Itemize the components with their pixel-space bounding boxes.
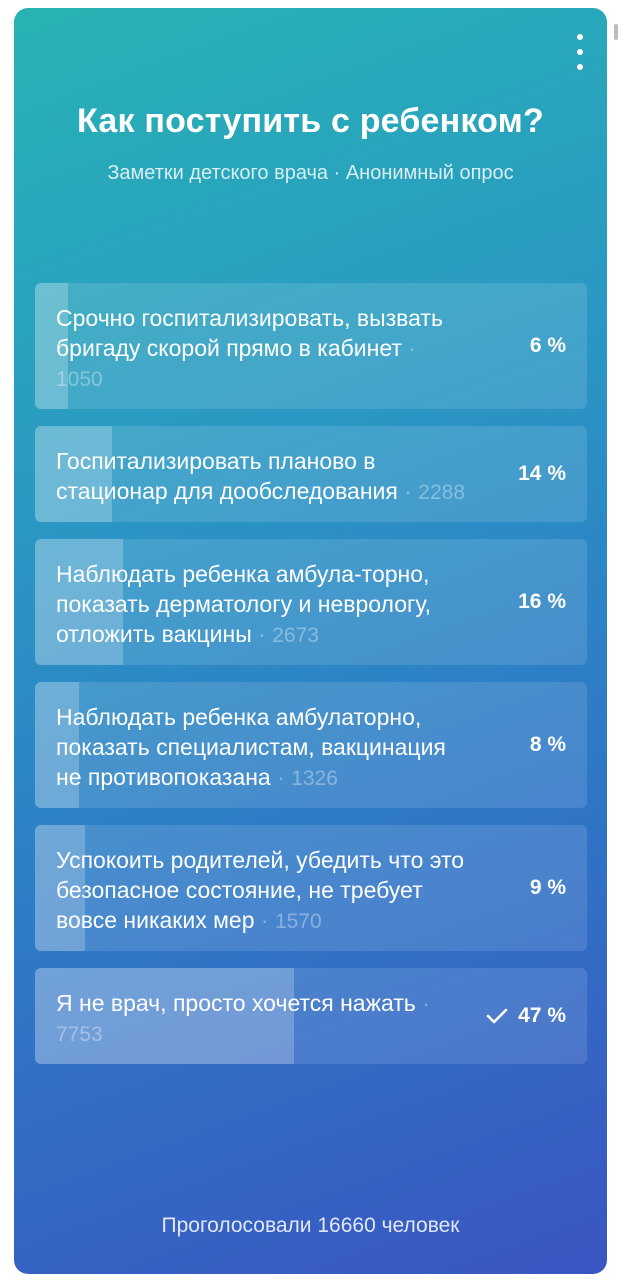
poll-title: Как поступить с ребенком? [77,102,544,140]
option-label: Наблюдать ребенка амбула-торно, показать… [56,561,431,647]
scrollbar[interactable] [614,24,618,40]
poll-subtitle: Заметки детского врача · Анонимный опрос [107,162,514,184]
option-percent: 14 % [518,462,566,486]
percent-value: 14 % [518,462,566,485]
option-label: Я не врач, просто хочется нажать [56,990,416,1016]
poll-options: Срочно госпитализировать, вызвать бригад… [35,283,587,1081]
percent-value: 9 % [529,876,566,899]
option-label: Наблюдать ребенка амбулаторно, показать … [56,704,446,790]
result-bar [35,426,113,522]
poll-option-selected[interactable]: Я не врач, просто хочется нажать · 7753 … [35,968,587,1064]
option-percent: 9 % [530,876,566,900]
more-vertical-icon[interactable] [573,34,587,70]
option-label: Срочно госпитализировать, вызвать бригад… [56,305,443,361]
vote-count: 7753 [56,1023,103,1046]
result-bar [35,539,124,665]
result-bar [35,825,85,951]
option-percent: 47 % [486,1004,566,1028]
percent-value: 8 % [529,733,566,756]
check-icon [486,1008,508,1024]
vote-count: 1326 [291,767,338,790]
poll-option[interactable]: Госпитализировать планово в стационар дл… [35,426,587,522]
option-label: Госпитализировать планово в стационар дл… [56,448,398,504]
poll-option[interactable]: Наблюдать ребенка амбулаторно, показать … [35,682,587,808]
poll-option[interactable]: Наблюдать ребенка амбула-торно, показать… [35,539,587,665]
percent-value: 47 % [518,1004,566,1027]
result-bar [35,968,295,1064]
poll-option[interactable]: Срочно госпитализировать, вызвать бригад… [35,283,587,409]
option-label: Успокоить родителей, убедить что это без… [56,847,465,933]
option-percent: 16 % [518,590,566,614]
vote-count: 2288 [418,481,466,504]
result-bar [35,283,69,409]
percent-value: 6 % [529,334,566,357]
vote-count: 1570 [274,910,322,933]
result-bar [35,682,80,808]
poll-option[interactable]: Успокоить родителей, убедить что это без… [35,825,587,951]
vote-count: 2673 [272,624,319,647]
percent-value: 16 % [518,590,566,613]
option-percent: 6 % [530,334,566,358]
option-percent: 8 % [530,733,566,757]
total-votes: Проголосовали 16660 человек [161,1214,460,1237]
vote-count: 1050 [56,368,103,391]
poll-card: Как поступить с ребенком? Заметки детско… [14,8,607,1274]
